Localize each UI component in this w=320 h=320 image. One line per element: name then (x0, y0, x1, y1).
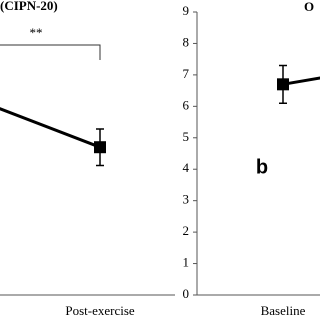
y-tick-label: 7 (183, 66, 190, 81)
x-tick-label: Post-exercise (65, 303, 135, 318)
data-point (94, 141, 106, 154)
significance-bracket (0, 44, 101, 60)
significance-label: ** (30, 25, 43, 40)
data-line (0, 107, 101, 149)
y-tick-label: 2 (183, 223, 190, 238)
data-point (277, 78, 289, 91)
x-tick-label: Baseline (261, 303, 306, 318)
y-tick-label: 1 (183, 255, 190, 270)
data-line (282, 76, 320, 86)
chart-title: O (304, 0, 314, 14)
y-tick-label: 5 (183, 129, 190, 144)
chart-title: (CIPN-20) (0, 0, 58, 13)
y-tick-label: 6 (183, 97, 190, 112)
y-tick-label: 3 (183, 192, 190, 207)
y-tick-label: 8 (183, 34, 190, 49)
y-tick-label: 4 (183, 160, 190, 175)
y-tick-label: 0 (183, 286, 190, 301)
panel-label: b (256, 156, 268, 178)
y-tick-label: 9 (183, 3, 190, 18)
